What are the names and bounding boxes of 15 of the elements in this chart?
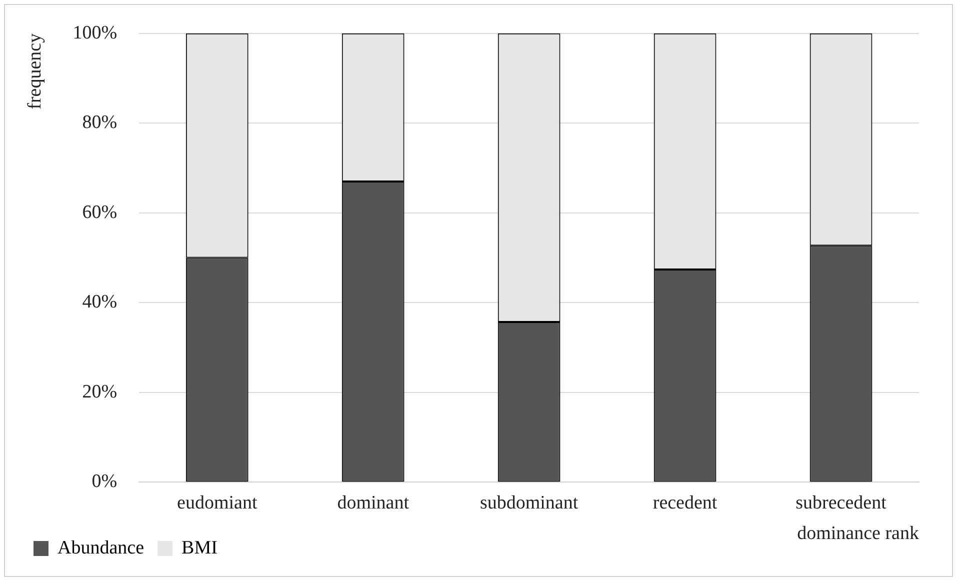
y-tick-label: 0% bbox=[92, 471, 118, 492]
legend-label: Abundance bbox=[58, 537, 144, 558]
x-tick-label: recedent bbox=[652, 492, 718, 514]
x-tick-label: subrecedent bbox=[796, 492, 888, 514]
y-tick-label: 20% bbox=[82, 381, 118, 402]
x-tick-label: eudomiant bbox=[177, 492, 258, 514]
x-axis-title: dominance rank bbox=[797, 523, 919, 545]
y-tick-label: 60% bbox=[82, 202, 118, 223]
legend-label: BMI bbox=[182, 537, 218, 558]
y-tick-label: 40% bbox=[82, 292, 118, 313]
y-axis-title: frequency bbox=[24, 32, 46, 110]
x-tick-label: dominant bbox=[337, 492, 410, 514]
y-tick-label: 100% bbox=[72, 22, 118, 44]
x-tick-label: subdominant bbox=[480, 492, 579, 514]
y-tick-label: 80% bbox=[82, 112, 118, 134]
